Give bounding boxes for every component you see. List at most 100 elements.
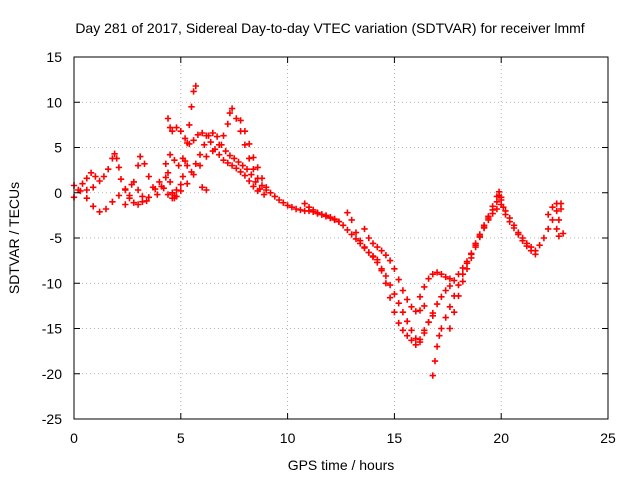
data-point — [241, 141, 249, 148]
data-point — [233, 115, 240, 122]
data-point — [382, 272, 390, 280]
data-point — [250, 166, 257, 173]
data-point — [164, 115, 172, 122]
data-point — [391, 309, 398, 316]
data-point — [194, 131, 202, 138]
data-point — [297, 206, 304, 214]
data-point — [314, 209, 321, 216]
data-point — [489, 203, 496, 210]
data-point — [489, 210, 496, 217]
data-point — [425, 319, 432, 326]
series-trace-14 — [429, 188, 505, 379]
data-point — [493, 193, 501, 200]
data-point — [173, 186, 180, 194]
data-point — [209, 129, 216, 137]
data-point — [263, 184, 270, 191]
data-point — [506, 218, 513, 225]
series-trace-1 — [70, 150, 142, 208]
data-point — [203, 186, 210, 194]
data-point — [438, 293, 445, 300]
data-point — [184, 180, 191, 187]
data-point — [166, 178, 174, 186]
data-point — [433, 269, 441, 276]
data-point — [502, 211, 509, 218]
data-point — [446, 275, 454, 282]
data-point — [271, 193, 278, 200]
data-point — [164, 191, 172, 198]
data-point — [476, 233, 483, 241]
data-point — [90, 203, 97, 210]
data-point — [122, 201, 129, 208]
data-point — [280, 199, 287, 206]
data-point — [344, 209, 351, 216]
data-point — [171, 192, 178, 199]
data-point — [510, 224, 518, 232]
data-point — [421, 283, 428, 291]
data-point — [374, 256, 381, 263]
series-trace-4 — [139, 178, 176, 205]
data-point — [365, 234, 372, 242]
data-point — [431, 357, 439, 365]
data-point — [515, 231, 522, 238]
data-point — [83, 186, 90, 194]
data-point — [322, 213, 330, 220]
data-point — [459, 278, 466, 285]
data-point — [429, 312, 436, 319]
data-point — [378, 267, 385, 274]
data-point — [386, 257, 394, 264]
data-point — [181, 135, 189, 142]
data-point — [246, 140, 253, 148]
series-trace-17 — [545, 200, 567, 240]
data-point — [267, 189, 274, 196]
data-point — [224, 159, 231, 167]
data-point — [96, 177, 103, 185]
data-point — [130, 178, 137, 186]
data-point — [250, 183, 257, 190]
data-point — [451, 277, 458, 284]
data-point — [100, 173, 108, 180]
data-point — [369, 240, 377, 247]
data-point — [162, 174, 169, 181]
data-point — [395, 319, 402, 327]
data-point — [344, 226, 351, 234]
data-point — [254, 164, 261, 171]
data-point — [438, 271, 445, 278]
series-trace-12 — [361, 225, 428, 315]
data-point — [79, 180, 86, 187]
data-point — [463, 260, 471, 267]
data-point — [254, 187, 261, 195]
data-point — [203, 132, 210, 139]
data-point — [171, 157, 178, 164]
y-tick-label: -15 — [42, 321, 62, 337]
x-tick-label: 20 — [493, 430, 509, 446]
data-point — [216, 141, 223, 148]
data-point — [446, 282, 454, 290]
data-point — [228, 105, 236, 112]
data-point — [87, 169, 95, 176]
series-trace-2 — [70, 181, 150, 215]
data-point — [455, 292, 462, 300]
data-point — [331, 216, 338, 224]
data-point — [220, 157, 227, 164]
data-points — [70, 82, 567, 379]
data-point — [83, 175, 90, 182]
y-axis-tick-labels: -25 -20 -15 -10 -5 0 5 10 15 — [42, 49, 62, 427]
data-point — [399, 309, 407, 316]
data-point — [382, 280, 390, 287]
y-tick-label: 0 — [54, 185, 62, 201]
data-point — [472, 243, 479, 251]
y-axis-label: SDTVAR / TECUs — [6, 182, 22, 294]
data-point — [166, 124, 174, 131]
data-point — [177, 187, 184, 195]
data-point — [162, 160, 169, 167]
y-tick-label: 5 — [54, 140, 62, 156]
data-point — [433, 300, 441, 308]
data-point — [252, 178, 259, 186]
data-point — [139, 193, 146, 200]
data-point — [190, 171, 197, 178]
data-point — [361, 225, 368, 233]
x-tick-label: 10 — [280, 430, 296, 446]
x-tick-label: 25 — [600, 430, 616, 446]
series-trace-18 — [83, 184, 210, 194]
